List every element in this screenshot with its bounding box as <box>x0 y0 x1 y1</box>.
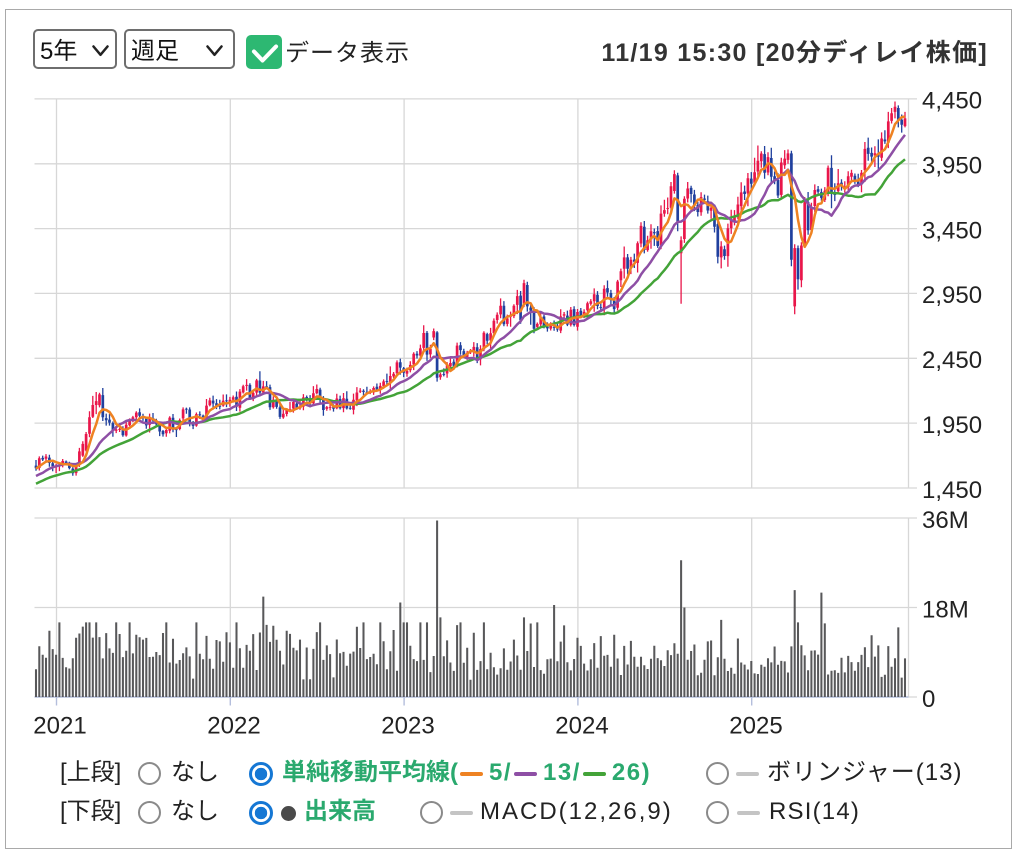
svg-text:2021: 2021 <box>33 713 86 740</box>
svg-text:1,950: 1,950 <box>922 412 982 439</box>
svg-text:2024: 2024 <box>555 713 608 740</box>
svg-text:4,450: 4,450 <box>922 88 982 115</box>
svg-text:2,950: 2,950 <box>922 282 982 309</box>
svg-text:2,450: 2,450 <box>922 347 982 374</box>
svg-text:36M: 36M <box>922 507 969 534</box>
svg-text:0: 0 <box>922 686 935 713</box>
svg-text:18M: 18M <box>922 596 969 623</box>
svg-text:3,450: 3,450 <box>922 217 982 244</box>
svg-text:2023: 2023 <box>381 713 434 740</box>
svg-text:2022: 2022 <box>207 713 260 740</box>
svg-text:1,450: 1,450 <box>922 477 982 504</box>
svg-text:3,950: 3,950 <box>922 153 982 180</box>
svg-text:2025: 2025 <box>729 713 782 740</box>
